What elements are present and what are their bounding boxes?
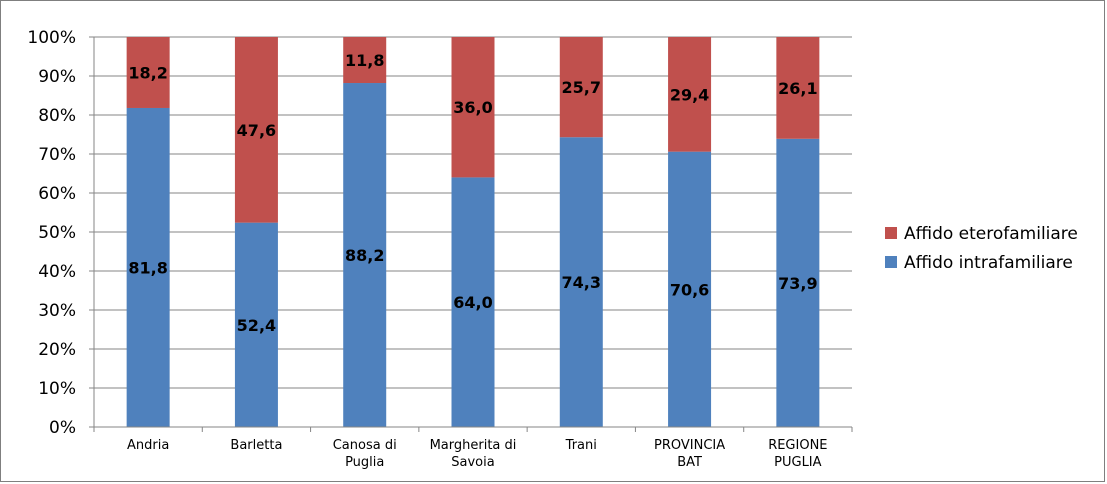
legend-swatch: [885, 256, 897, 268]
bar-eterofamiliare: [234, 37, 278, 223]
legend-label: Affido eterofamiliare: [904, 224, 1078, 244]
x-tick-label: Andria: [127, 438, 169, 453]
x-tick-label: PUGLIA: [774, 455, 822, 470]
data-label: 18,2: [128, 63, 167, 82]
y-tick-label: 90%: [38, 67, 76, 87]
bar-intrafamiliare: [776, 138, 820, 428]
bar-eterofamiliare: [668, 37, 712, 152]
data-label: 52,4: [237, 316, 276, 335]
x-tick-label: PROVINCIA: [654, 438, 725, 453]
y-tick-label: 30%: [38, 301, 76, 321]
x-tick-label: Puglia: [345, 455, 384, 470]
data-label: 47,6: [237, 121, 276, 140]
y-tick-label: 100%: [27, 28, 76, 48]
bar-intrafamiliare: [234, 222, 278, 427]
y-tick-label: 60%: [38, 184, 76, 204]
y-tick-label: 70%: [38, 145, 76, 165]
data-label: 25,7: [562, 78, 601, 97]
bar-intrafamiliare: [451, 177, 495, 427]
x-tick-label: Trani: [565, 438, 597, 453]
bar-intrafamiliare: [668, 151, 712, 427]
bar-eterofamiliare: [343, 37, 387, 84]
bar-intrafamiliare: [559, 137, 603, 428]
bar-intrafamiliare: [126, 107, 170, 427]
data-label: 88,2: [345, 246, 384, 265]
data-label: 26,1: [778, 79, 817, 98]
bar-eterofamiliare: [451, 37, 495, 178]
x-tick-label: Canosa di: [333, 438, 397, 453]
data-label: 74,3: [562, 273, 601, 292]
y-tick-label: 20%: [38, 340, 76, 360]
x-tick-label: BAT: [677, 455, 702, 470]
x-tick-label: REGIONE: [768, 438, 827, 453]
y-tick-label: 50%: [38, 223, 76, 243]
x-tick-label: Barletta: [230, 438, 282, 453]
legend-swatch: [885, 227, 897, 239]
x-tick-label: Savoia: [451, 455, 494, 470]
data-label: 81,8: [128, 258, 167, 277]
y-tick-label: 80%: [38, 106, 76, 126]
y-tick-label: 0%: [49, 418, 76, 438]
data-label: 64,0: [453, 293, 492, 312]
y-tick-label: 40%: [38, 262, 76, 282]
bar-intrafamiliare: [343, 83, 387, 428]
data-label: 73,9: [778, 274, 817, 293]
legend-label: Affido intrafamiliare: [904, 253, 1073, 273]
data-label: 36,0: [453, 98, 492, 117]
bar-eterofamiliare: [776, 37, 820, 139]
data-label: 11,8: [345, 51, 384, 70]
data-label: 70,6: [670, 280, 709, 299]
bar-eterofamiliare: [559, 37, 603, 138]
y-tick-label: 10%: [38, 379, 76, 399]
bar-eterofamiliare: [126, 37, 170, 108]
data-label: 29,4: [670, 85, 709, 104]
x-tick-label: Margherita di: [430, 438, 517, 453]
